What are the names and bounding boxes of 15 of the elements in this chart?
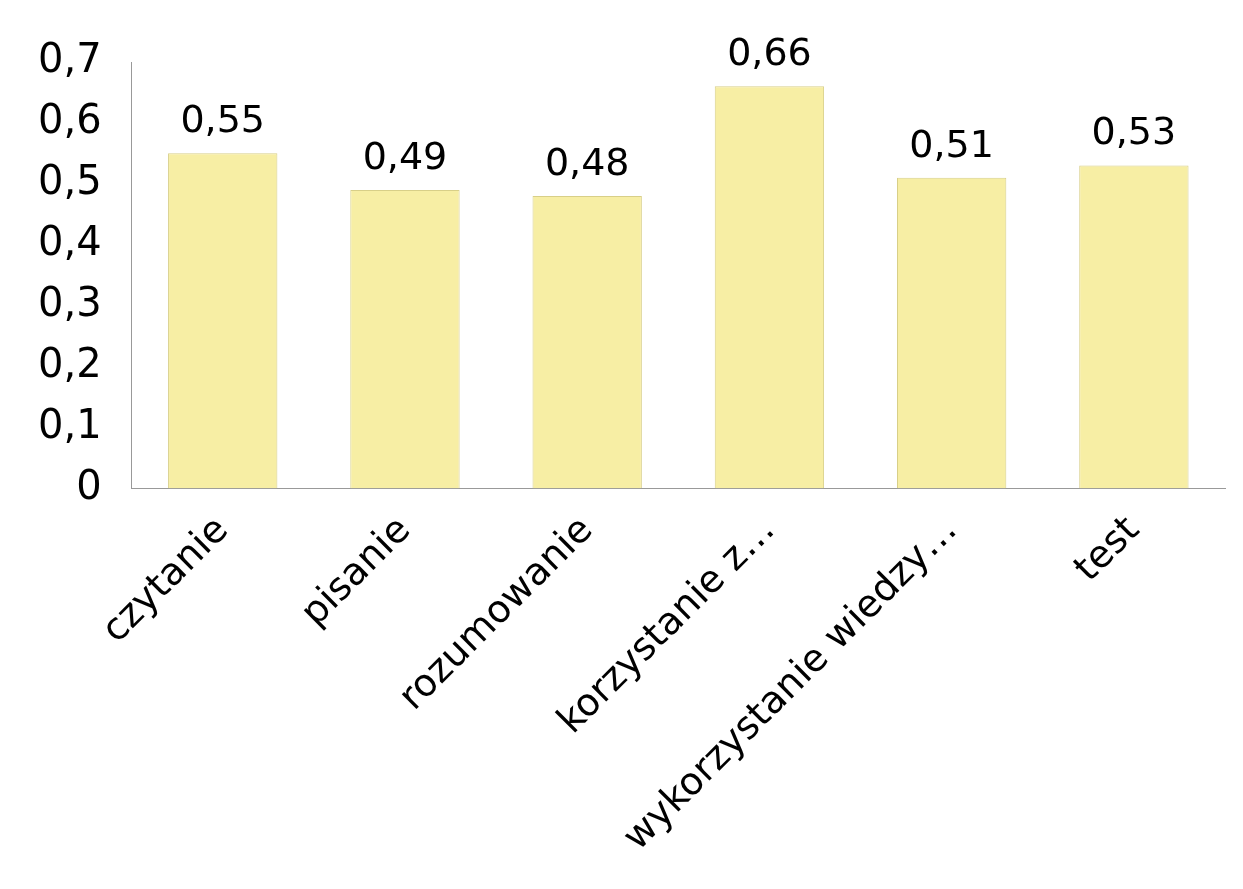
y-tick-label: 0,1 — [37, 400, 102, 447]
y-tick-label: 0,6 — [37, 96, 102, 143]
data-label: 0,55 — [180, 97, 266, 142]
y-tick-label: 0,2 — [37, 339, 102, 386]
data-label: 0,53 — [1091, 109, 1177, 154]
y-tick-label: 0,7 — [37, 35, 102, 82]
y-tick-label: 0,3 — [37, 279, 102, 325]
y-tick-label: 0,4 — [37, 218, 102, 265]
y-tick-label: 0 — [76, 461, 102, 508]
data-label: 0,49 — [362, 133, 448, 178]
data-label: 0,48 — [544, 139, 630, 184]
data-label: 0,66 — [727, 30, 812, 75]
x-tick-label: test — [1064, 506, 1148, 590]
y-tick-label: 0,5 — [37, 157, 102, 204]
data-label: 0,51 — [909, 121, 994, 166]
